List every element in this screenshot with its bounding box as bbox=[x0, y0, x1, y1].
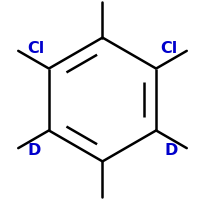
Text: D: D bbox=[164, 143, 177, 158]
Text: Cl: Cl bbox=[27, 41, 44, 56]
Text: Cl: Cl bbox=[160, 41, 177, 56]
Text: D: D bbox=[27, 143, 40, 158]
